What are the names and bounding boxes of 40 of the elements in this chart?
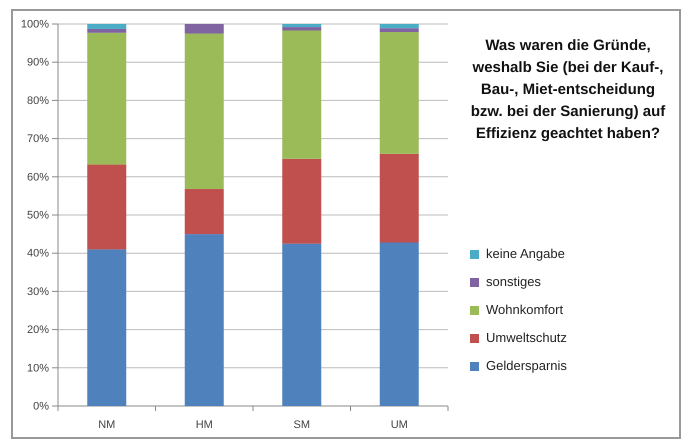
y-tick-label: 100% (20, 18, 50, 31)
bar (184, 24, 224, 34)
y-tick-label: 40% (26, 248, 50, 260)
y-tick-label: 30% (26, 286, 50, 298)
bar (87, 164, 126, 250)
bar (282, 27, 322, 30)
bar (282, 24, 322, 28)
x-tick-label: HM (196, 418, 213, 431)
bar (282, 244, 322, 406)
x-tick-label: UM (390, 418, 408, 431)
bar (184, 189, 224, 234)
bar (380, 32, 419, 154)
bar (87, 24, 126, 29)
bar (380, 154, 419, 243)
bar (184, 234, 224, 406)
legend-label: keine Angabe (486, 246, 565, 261)
y-tick-label: 70% (26, 133, 50, 146)
y-tick-label: 80% (26, 94, 50, 107)
x-tick-label: NM (98, 418, 116, 431)
bar (282, 30, 322, 159)
bar (282, 158, 322, 244)
bar (87, 249, 126, 406)
legend-label: Umweltschutz (486, 330, 567, 345)
legend-label: Geldersparnis (486, 358, 568, 373)
bar (380, 24, 419, 28)
bar (380, 28, 419, 32)
bar (87, 28, 126, 33)
legend-label: Wohnkomfort (486, 302, 564, 317)
y-tick-label: 20% (26, 324, 50, 336)
y-tick-label: 10% (26, 362, 50, 374)
x-tick-label: SM (294, 418, 310, 431)
y-tick-label: 60% (26, 171, 50, 184)
legend-label: sonstiges (486, 274, 542, 289)
text: Was waren die Gründe, weshalb Sie (bei der Kauf-, Bau-, Miet-entscheidung bzw. bei der Sanierung) auf Effizienz geachtet haben? (470, 37, 666, 142)
bar (184, 34, 224, 190)
y-tick-label: 90% (26, 56, 50, 69)
y-tick-label: 50% (26, 210, 50, 222)
bar (87, 32, 126, 165)
y-tick-label: 0% (33, 400, 50, 413)
bar (380, 242, 419, 406)
